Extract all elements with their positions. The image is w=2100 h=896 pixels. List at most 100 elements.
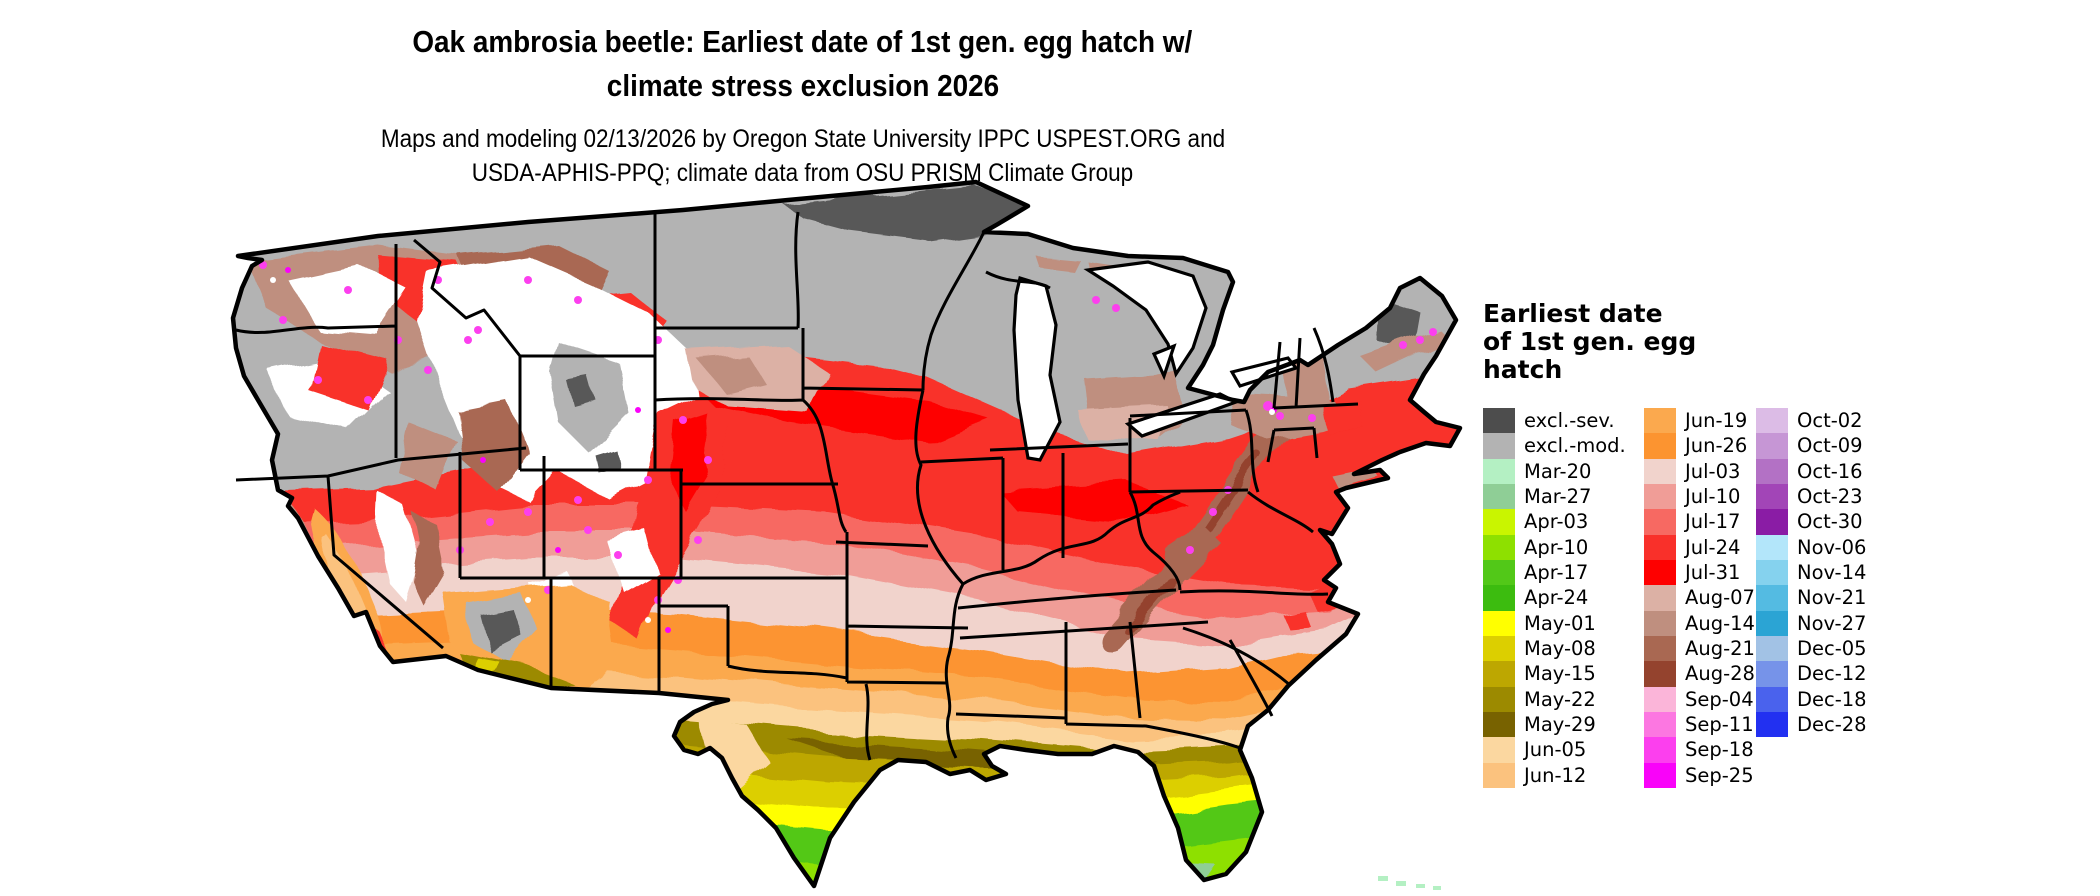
legend-swatch xyxy=(1756,686,1788,712)
legend-row: Oct-02 xyxy=(1756,408,1886,434)
legend-row: Jul-17 xyxy=(1644,509,1756,535)
legend-label: Sep-18 xyxy=(1685,738,1754,762)
legend-row: excl.-mod. xyxy=(1483,433,1644,459)
legend-row: May-15 xyxy=(1483,661,1644,687)
legend-label: Dec-18 xyxy=(1797,687,1867,711)
legend-row: Jun-19 xyxy=(1644,408,1756,434)
legend-row: Dec-18 xyxy=(1756,686,1886,712)
legend-row: Jul-31 xyxy=(1644,559,1756,586)
legend-label: Oct-30 xyxy=(1797,510,1863,534)
legend-label: Mar-27 xyxy=(1524,485,1592,509)
legend-label: Jul-31 xyxy=(1685,561,1741,585)
legend-row: Dec-05 xyxy=(1756,635,1886,662)
legend-swatch xyxy=(1483,509,1515,535)
us-choropleth-map xyxy=(228,160,1468,892)
legend-swatch xyxy=(1756,610,1788,636)
legend-row: Apr-17 xyxy=(1483,559,1644,586)
legend-row: Oct-16 xyxy=(1756,458,1886,484)
legend-label: Aug-28 xyxy=(1685,662,1755,686)
legend-row: May-29 xyxy=(1483,711,1644,738)
legend-label: May-22 xyxy=(1524,687,1596,711)
legend-label: Jul-03 xyxy=(1685,459,1741,483)
legend-title-line-2: of 1st gen. egg xyxy=(1483,327,1697,356)
legend-row: Sep-11 xyxy=(1644,711,1756,738)
legend-row: May-01 xyxy=(1483,610,1644,636)
legend-label: Dec-05 xyxy=(1797,637,1867,661)
legend-swatch xyxy=(1644,661,1676,687)
legend-label: Mar-20 xyxy=(1524,459,1592,483)
legend-label: May-08 xyxy=(1524,637,1596,661)
legend-label: Apr-10 xyxy=(1524,535,1589,559)
legend-row: Sep-18 xyxy=(1644,737,1756,763)
legend-row: Dec-28 xyxy=(1756,711,1886,738)
legend-label: Aug-07 xyxy=(1685,586,1755,610)
map-fill-layers xyxy=(233,182,1460,886)
legend-swatch xyxy=(1483,559,1515,586)
legend-swatch xyxy=(1644,458,1676,484)
legend-swatch xyxy=(1756,408,1788,434)
legend-label: Sep-11 xyxy=(1685,713,1754,737)
white-speckles xyxy=(270,277,1275,623)
legend-label: Apr-24 xyxy=(1524,586,1589,610)
legend-label: Nov-06 xyxy=(1797,535,1867,559)
page-title-line2: climate stress exclusion 2026 xyxy=(230,64,1375,108)
legend-row: Apr-10 xyxy=(1483,534,1644,560)
legend-row: Oct-30 xyxy=(1756,509,1886,535)
legend-column: Oct-02 Oct-09 Oct-16 Oct-23 Oct-30 Nov-06 Nov-… xyxy=(1756,408,1886,788)
subtitle-line-1: Maps and modeling 02/13/2026 by Oregon S… xyxy=(380,125,1225,153)
legend-label: Nov-21 xyxy=(1797,586,1867,610)
great-lakes xyxy=(1012,260,1299,462)
legend-row: Jul-03 xyxy=(1644,458,1756,484)
legend-label: May-29 xyxy=(1524,713,1596,737)
legend-swatch xyxy=(1483,686,1515,712)
legend-swatch xyxy=(1644,737,1676,763)
legend-row: Mar-27 xyxy=(1483,483,1644,510)
legend-swatch xyxy=(1644,483,1676,510)
legend-label: Oct-16 xyxy=(1797,459,1863,483)
legend-swatch xyxy=(1756,433,1788,459)
legend-label: excl.-sev. xyxy=(1524,409,1615,433)
state-borders-west xyxy=(235,212,847,693)
legend-label: Apr-03 xyxy=(1524,510,1589,534)
legend-label: Dec-12 xyxy=(1797,662,1867,686)
legend-label: Jul-17 xyxy=(1685,510,1741,534)
legend-row: Oct-23 xyxy=(1756,483,1886,510)
legend-label: Jul-24 xyxy=(1685,535,1741,559)
state-borders xyxy=(235,211,1359,761)
legend-row: Nov-06 xyxy=(1756,534,1886,560)
legend-row: Apr-03 xyxy=(1483,509,1644,535)
legend-swatch xyxy=(1644,686,1676,712)
us-map-svg xyxy=(230,179,1463,890)
legend-row: Nov-27 xyxy=(1756,610,1886,636)
legend-label: Sep-04 xyxy=(1685,687,1754,711)
legend-row: Jun-05 xyxy=(1483,737,1644,763)
legend-title-line-3: hatch xyxy=(1483,355,1563,384)
legend-label: Aug-14 xyxy=(1685,611,1755,635)
legend-label: Sep-25 xyxy=(1685,763,1754,787)
legend-swatch xyxy=(1644,509,1676,535)
lake-ontario xyxy=(1229,356,1299,388)
legend-row: Jun-26 xyxy=(1644,433,1756,459)
legend-swatch xyxy=(1644,635,1676,662)
legend-label: Oct-02 xyxy=(1797,409,1863,433)
subtitle-line-2-wrap: USDA-APHIS-PPQ; climate data from OSU PR… xyxy=(230,156,1375,190)
legend-row: Mar-20 xyxy=(1483,458,1644,484)
legend-label: Jun-12 xyxy=(1524,763,1587,787)
legend-swatch xyxy=(1644,408,1676,434)
legend-label: Oct-23 xyxy=(1797,485,1863,509)
legend-swatch xyxy=(1483,661,1515,687)
legend-row: Aug-14 xyxy=(1644,610,1756,636)
legend-row: Jun-12 xyxy=(1483,762,1644,788)
title-line-2: climate stress exclusion 2026 xyxy=(606,68,999,103)
legend-label: Dec-28 xyxy=(1797,713,1867,737)
legend-row: Sep-04 xyxy=(1644,686,1756,712)
page-title: Oak ambrosia beetle: Earliest date of 1s… xyxy=(230,20,1375,64)
legend-swatch xyxy=(1483,737,1515,763)
legend-swatch xyxy=(1483,483,1515,510)
map-legend: Earliest date of 1st gen. egg hatch excl… xyxy=(1483,300,2083,788)
legend-label: Apr-17 xyxy=(1524,561,1589,585)
legend-swatch xyxy=(1756,458,1788,484)
legend-row: Jul-24 xyxy=(1644,534,1756,560)
legend-row: Oct-09 xyxy=(1756,433,1886,459)
